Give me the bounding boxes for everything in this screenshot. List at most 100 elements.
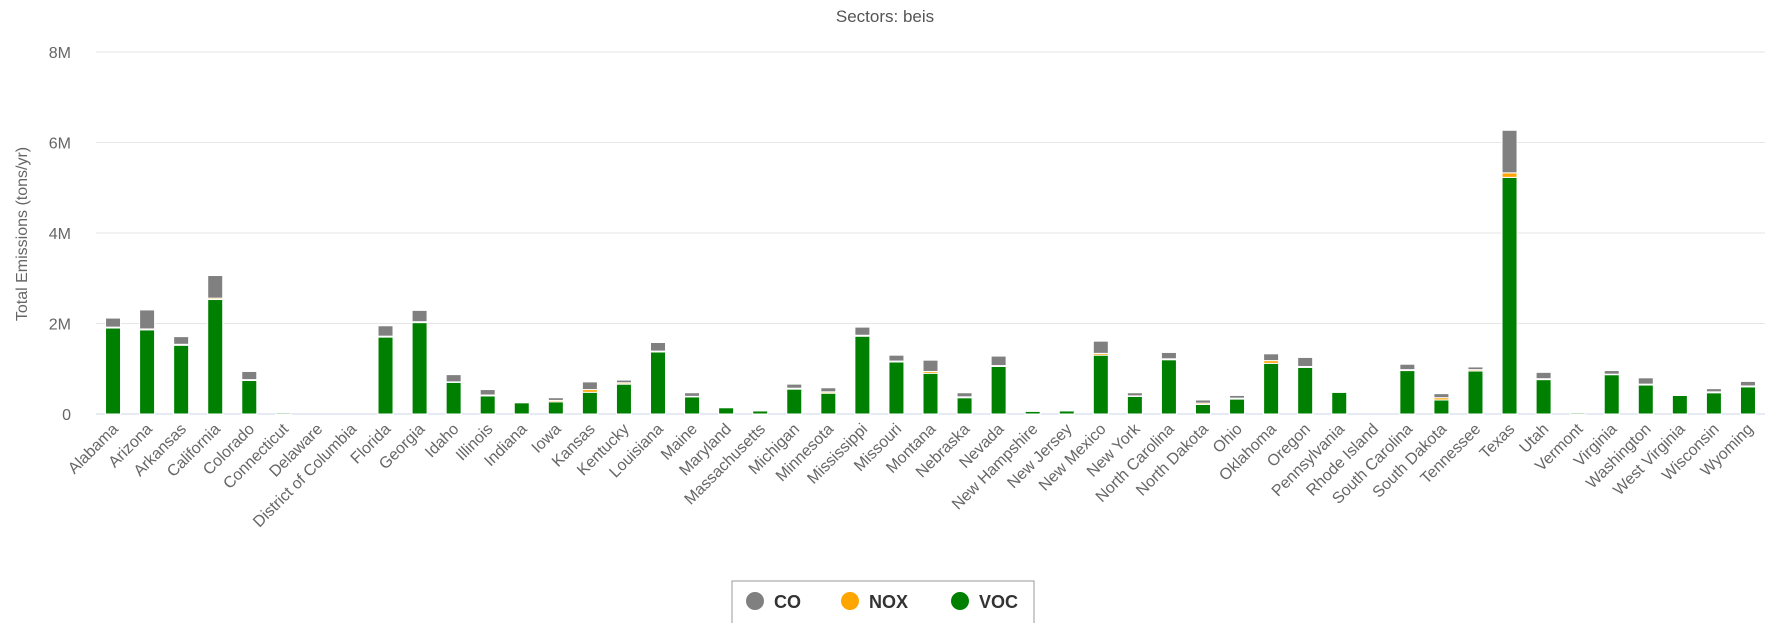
legend-item-voc[interactable]: VOC	[951, 592, 1018, 612]
bar-group-washington[interactable]	[1637, 377, 1654, 415]
bar-segment-voc[interactable]	[173, 344, 190, 415]
bar-group-maryland[interactable]	[718, 406, 735, 415]
bar-segment-voc[interactable]	[1739, 386, 1756, 415]
bar-group-arizona[interactable]	[139, 309, 156, 415]
bar-segment-voc[interactable]	[922, 372, 939, 415]
bar-segment-co[interactable]	[479, 389, 496, 396]
bar-group-arkansas[interactable]	[173, 336, 190, 415]
bar-segment-voc[interactable]	[684, 396, 701, 415]
bar-group-virginia[interactable]	[1603, 370, 1620, 415]
bar-group-illinois[interactable]	[479, 389, 496, 415]
bar-group-montana[interactable]	[922, 359, 939, 415]
bar-group-west-virginia[interactable]	[1671, 394, 1688, 415]
bar-segment-voc[interactable]	[854, 335, 871, 415]
bar-segment-co[interactable]	[1705, 388, 1722, 393]
bar-group-nebraska[interactable]	[956, 392, 973, 415]
bar-segment-co[interactable]	[1229, 394, 1246, 399]
bar-segment-co[interactable]	[956, 392, 973, 398]
bar-segment-voc[interactable]	[1194, 403, 1211, 415]
bar-segment-voc[interactable]	[411, 322, 428, 415]
bar-segment-voc[interactable]	[1671, 394, 1688, 415]
bar-group-tennessee[interactable]	[1467, 366, 1484, 415]
bar-segment-co[interactable]	[888, 354, 905, 362]
bar-segment-voc[interactable]	[956, 397, 973, 415]
bar-segment-co[interactable]	[1160, 351, 1177, 360]
bar-segment-co[interactable]	[718, 406, 735, 409]
bar-segment-co[interactable]	[684, 392, 701, 397]
bar-group-colorado[interactable]	[241, 370, 258, 415]
bar-segment-co[interactable]	[377, 325, 394, 337]
bar-segment-voc[interactable]	[1535, 379, 1552, 415]
bar-segment-voc[interactable]	[615, 383, 632, 415]
bar-segment-co[interactable]	[445, 374, 462, 383]
bar-group-alabama[interactable]	[105, 317, 122, 415]
bar-segment-voc[interactable]	[1160, 359, 1177, 415]
bar-segment-co[interactable]	[275, 411, 292, 414]
bar-segment-voc[interactable]	[888, 361, 905, 415]
bar-segment-co[interactable]	[922, 359, 939, 372]
bar-segment-voc[interactable]	[479, 395, 496, 415]
bar-segment-co[interactable]	[105, 317, 122, 328]
bar-segment-voc[interactable]	[1092, 354, 1109, 415]
legend-item-nox[interactable]: NOX	[841, 592, 908, 612]
bar-segment-co[interactable]	[1467, 366, 1484, 371]
bar-segment-voc[interactable]	[1637, 384, 1654, 415]
bar-segment-nox[interactable]	[1501, 172, 1518, 178]
bar-segment-co[interactable]	[241, 370, 258, 381]
bar-segment-voc[interactable]	[1467, 370, 1484, 415]
bar-segment-voc[interactable]	[207, 299, 224, 415]
bar-segment-voc[interactable]	[650, 351, 667, 415]
bar-group-new-hampshire[interactable]	[1024, 410, 1041, 415]
bar-group-oregon[interactable]	[1297, 356, 1314, 415]
bar-segment-voc[interactable]	[1399, 370, 1416, 415]
bar-group-connecticut[interactable]	[275, 411, 292, 415]
bar-group-kentucky[interactable]	[615, 379, 632, 415]
bar-segment-co[interactable]	[1433, 393, 1450, 399]
bar-group-florida[interactable]	[377, 325, 394, 415]
bar-segment-co[interactable]	[581, 381, 598, 391]
bar-segment-co[interactable]	[615, 379, 632, 384]
bar-segment-voc[interactable]	[820, 392, 837, 415]
bar-segment-voc[interactable]	[786, 388, 803, 415]
bar-segment-voc[interactable]	[1297, 366, 1314, 415]
legend[interactable]: CO NOX VOC	[731, 580, 1035, 625]
bar-segment-co[interactable]	[1535, 371, 1552, 380]
bar-group-south-carolina[interactable]	[1399, 363, 1416, 415]
bar-group-pennsylvania[interactable]	[1331, 390, 1348, 415]
bar-segment-co[interactable]	[207, 275, 224, 299]
bar-group-texas[interactable]	[1501, 129, 1518, 415]
bar-segment-co[interactable]	[547, 397, 564, 401]
bar-segment-co[interactable]	[752, 409, 769, 412]
bar-group-iowa[interactable]	[547, 397, 564, 415]
bar-group-north-carolina[interactable]	[1160, 351, 1177, 415]
bar-segment-voc[interactable]	[1229, 398, 1246, 415]
bar-segment-co[interactable]	[1297, 356, 1314, 367]
bar-group-minnesota[interactable]	[820, 387, 837, 415]
bar-segment-co[interactable]	[173, 336, 190, 345]
bar-segment-co[interactable]	[650, 342, 667, 352]
bar-group-new-jersey[interactable]	[1058, 409, 1075, 415]
bar-group-new-mexico[interactable]	[1092, 340, 1109, 415]
bar-segment-voc[interactable]	[1263, 362, 1280, 415]
bar-group-massachusetts[interactable]	[752, 409, 769, 415]
bar-segment-voc[interactable]	[718, 407, 735, 415]
bar-group-michigan[interactable]	[786, 383, 803, 415]
bar-segment-voc[interactable]	[1705, 392, 1722, 415]
bar-group-idaho[interactable]	[445, 374, 462, 415]
bar-segment-voc[interactable]	[241, 380, 258, 415]
bar-segment-co[interactable]	[513, 400, 530, 403]
bar-segment-voc[interactable]	[139, 329, 156, 415]
bar-group-wyoming[interactable]	[1739, 380, 1756, 415]
bar-group-vermont[interactable]	[1569, 411, 1586, 415]
bar-group-north-dakota[interactable]	[1194, 399, 1211, 415]
bar-group-mississippi[interactable]	[854, 326, 871, 415]
bar-group-kansas[interactable]	[581, 381, 598, 415]
bar-segment-voc[interactable]	[1603, 374, 1620, 415]
bar-group-utah[interactable]	[1535, 371, 1552, 415]
bar-group-south-dakota[interactable]	[1433, 393, 1450, 415]
bar-segment-co[interactable]	[1603, 370, 1620, 375]
bar-segment-co[interactable]	[854, 326, 871, 336]
bar-segment-voc[interactable]	[445, 381, 462, 415]
bar-segment-voc[interactable]	[581, 391, 598, 415]
bar-segment-voc[interactable]	[377, 336, 394, 415]
